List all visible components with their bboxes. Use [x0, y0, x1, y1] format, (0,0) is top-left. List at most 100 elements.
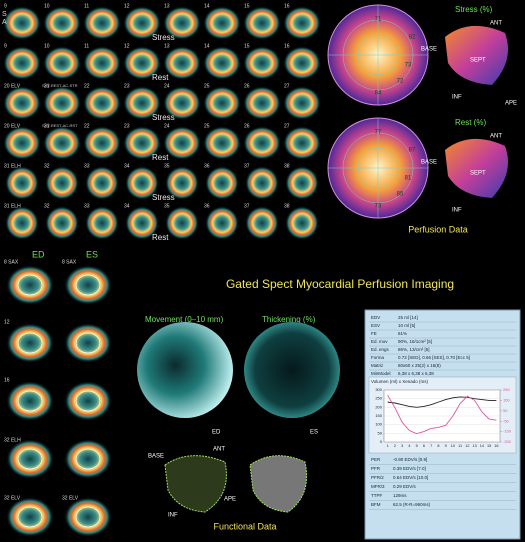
contour — [75, 274, 101, 296]
slice-number: 27 — [284, 123, 290, 129]
slice-number: 33 — [84, 163, 90, 169]
polar-value: 73 — [375, 204, 382, 210]
slice-image — [3, 86, 41, 120]
x-tick-label: 10 — [451, 444, 455, 448]
es-label: ES — [310, 430, 318, 436]
x-tick-label: 12 — [465, 444, 469, 448]
stat-key: ESV — [371, 323, 380, 328]
slice-number: 22 — [84, 123, 90, 129]
slice-image — [245, 206, 279, 240]
stat-value: 0.29 EDV/s — [393, 484, 417, 489]
slice-number: 11 — [84, 43, 89, 49]
slice-number: 38 — [284, 203, 290, 209]
series-line — [387, 396, 497, 408]
slice-image — [43, 46, 81, 80]
slice-number: 24 — [164, 83, 170, 89]
slice-image — [3, 6, 41, 40]
heart-label: INF — [168, 513, 178, 519]
contour — [75, 390, 101, 412]
y2-tick-label: -50 — [503, 418, 510, 423]
stat-key: Forma — [371, 355, 384, 360]
slice-image — [285, 206, 319, 240]
x-tick-label: 9 — [445, 444, 447, 448]
slice-number: 10 — [44, 43, 50, 49]
slice-number: 31 ELH — [4, 163, 21, 169]
slice-number: 32 — [44, 203, 50, 209]
stat-key: Ed. engs — [371, 347, 390, 352]
functional-panel: Movement (0–10 mm) Thickening (%) ED ES BASE… — [137, 315, 340, 531]
gated-image — [64, 497, 112, 537]
y2-tick-label: 50 — [503, 408, 508, 413]
slice-number: 16 — [284, 3, 290, 9]
stat-value: 0.72 [SED], 0.66 [SES], 0.70 [Ecc 5] — [398, 355, 470, 360]
slice-image — [3, 46, 41, 80]
movement-title: Movement (0–10 mm) — [145, 315, 224, 324]
slice-number: 23 — [124, 83, 130, 89]
x-tick-label: 13 — [473, 444, 477, 448]
slice-number: 12 — [124, 43, 130, 49]
orientation: S — [2, 11, 7, 18]
slice-image — [243, 6, 281, 40]
slice-number: 9 — [4, 3, 7, 9]
x-tick-label: 15 — [487, 444, 491, 448]
heart-label: INF — [452, 95, 462, 101]
slice-number: 21 — [44, 123, 50, 129]
stat-value: 6,38 x 6,38 x 6,38 — [398, 371, 434, 376]
y-tick-label: 150 — [375, 413, 382, 418]
gated-image — [64, 381, 112, 421]
slice-image — [85, 166, 119, 200]
heart-label: ANT — [213, 447, 225, 453]
slice-number: 34 — [124, 163, 130, 169]
stat-key: EDV — [371, 315, 380, 320]
heart-3d — [445, 25, 509, 85]
stat-value: 25 ml [14] — [398, 315, 418, 320]
heart-label: SEPT — [470, 171, 486, 177]
orientation: A — [2, 19, 7, 26]
slice-image — [123, 6, 161, 40]
gated-image — [6, 439, 54, 479]
slice-image — [205, 166, 239, 200]
y2-tick-label: 150 — [503, 397, 510, 402]
x-tick-label: 1 — [387, 444, 389, 448]
slice-number: 37 — [244, 163, 250, 169]
polar-value: 81 — [405, 176, 412, 182]
chart-title: Volumen (ml) x Xenado (ms) — [371, 379, 429, 384]
contour — [75, 332, 101, 354]
slice-image — [203, 6, 241, 40]
slice-number: 25 — [204, 83, 210, 89]
slice-number: 20 ELV — [4, 123, 21, 129]
stat-value: 0.39 EDV/s [7.0] — [393, 466, 426, 471]
ed-label: ED — [32, 249, 45, 259]
slice-number: 9 — [4, 43, 7, 49]
gated-image — [6, 497, 54, 537]
slice-number: 16 — [284, 43, 290, 49]
gated-image — [6, 265, 54, 305]
slice-image — [5, 166, 39, 200]
contour — [17, 448, 43, 470]
slice-image — [245, 166, 279, 200]
slice-image — [163, 126, 201, 160]
contour — [75, 448, 101, 470]
gated-image — [6, 381, 54, 421]
polar-value: 82 — [409, 35, 416, 41]
gated-label: 12 — [4, 319, 10, 325]
contour — [17, 274, 43, 296]
slice-number: 23 — [124, 123, 130, 129]
slice-image — [43, 126, 81, 160]
slice-image — [83, 86, 121, 120]
stat-key: PER — [371, 457, 381, 462]
slice-number: 37 — [244, 203, 250, 209]
gated-label: 8 SAX — [4, 259, 19, 265]
slice-image — [43, 86, 81, 120]
slice-number: 22 — [84, 83, 90, 89]
row-label: Rest — [152, 233, 169, 242]
contour — [75, 506, 101, 528]
slice-image — [43, 6, 81, 40]
slice-number: 27 — [284, 83, 290, 89]
stat-key: MinModel — [371, 371, 391, 376]
map-title: Rest (%) — [455, 118, 486, 127]
x-tick-label: 14 — [480, 444, 484, 448]
ed-label: ED — [212, 430, 221, 436]
